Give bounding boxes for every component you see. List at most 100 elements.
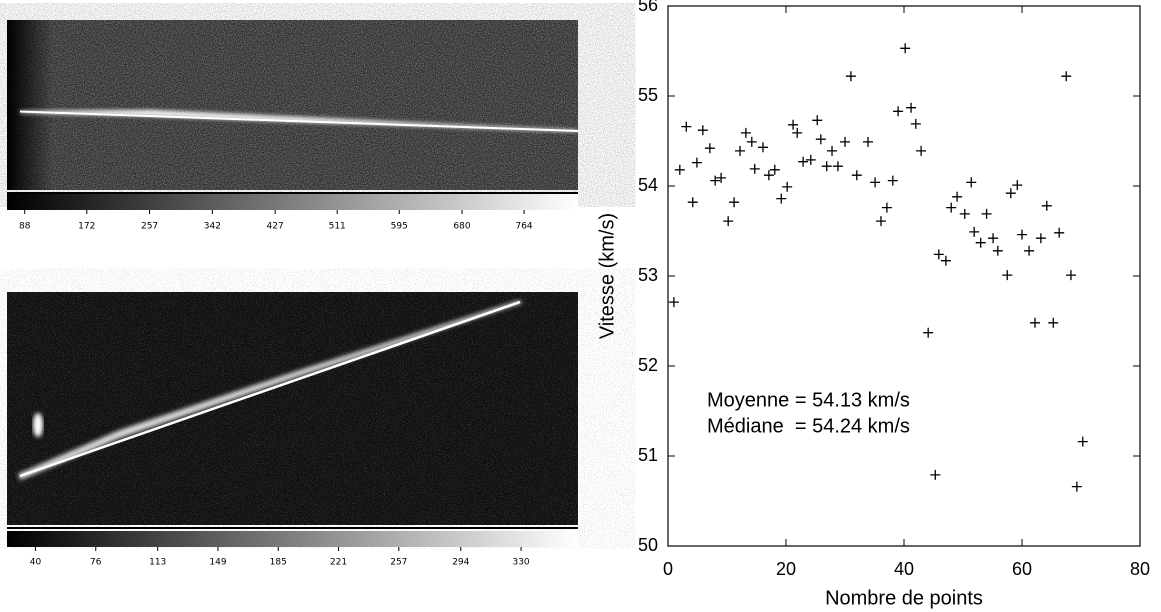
y-tick-label: 52	[638, 355, 658, 375]
point	[798, 156, 809, 167]
y-tick-label: 51	[638, 445, 658, 465]
y-tick-label: 50	[638, 535, 658, 555]
point	[881, 202, 892, 213]
point	[988, 233, 999, 244]
point	[746, 136, 757, 147]
point	[1048, 317, 1059, 328]
point	[966, 177, 977, 188]
point	[975, 237, 986, 248]
x-tick-label: 680	[453, 222, 470, 232]
x-tick-label: 257	[390, 558, 407, 568]
point	[812, 115, 823, 126]
y-tick-label: 54	[638, 175, 658, 195]
x-tick-label: 88	[19, 222, 31, 232]
x-tick-label: 511	[329, 222, 346, 232]
point	[952, 191, 963, 202]
x-tick-label: 764	[515, 222, 532, 232]
point	[687, 197, 698, 208]
x-tick-label: 294	[452, 558, 469, 568]
point	[910, 118, 921, 129]
x-tick-label: 0	[663, 559, 673, 579]
point	[674, 164, 685, 175]
point	[1012, 180, 1023, 191]
point	[946, 202, 957, 213]
x-tick-label: 595	[391, 222, 408, 232]
annotation: Moyenne = 54.13 km/s	[707, 389, 910, 411]
x-tick-label: 172	[78, 222, 95, 232]
point	[697, 125, 708, 136]
point	[815, 134, 826, 145]
point	[851, 170, 862, 181]
point	[832, 161, 843, 172]
point	[734, 145, 745, 156]
point	[681, 121, 692, 132]
y-tick-label: 56	[638, 0, 658, 15]
point	[716, 172, 727, 183]
point	[729, 197, 740, 208]
point	[668, 297, 679, 308]
point	[740, 127, 751, 138]
point	[930, 469, 941, 480]
point	[792, 127, 803, 138]
point	[827, 145, 838, 156]
point	[1071, 481, 1082, 492]
x-tick-label: 185	[270, 558, 287, 568]
y-tick-label: 53	[638, 265, 658, 285]
point	[916, 145, 927, 156]
point	[840, 136, 850, 147]
y-tick-label: 55	[638, 85, 658, 105]
point	[933, 249, 944, 260]
x-tick-label: 427	[267, 222, 284, 232]
point	[1035, 233, 1046, 244]
point	[1061, 71, 1072, 82]
annotation: Médiane = 54.24 km/s	[707, 415, 910, 437]
point	[691, 157, 702, 168]
point	[1002, 270, 1013, 281]
point	[893, 106, 904, 117]
point	[981, 208, 992, 219]
x-axis-label: Nombre de points	[825, 587, 983, 609]
point	[1029, 317, 1040, 328]
x-tick-label: 113	[149, 558, 166, 568]
x-tick-label: 40	[30, 558, 42, 568]
point	[769, 164, 780, 175]
point	[723, 216, 734, 227]
point	[821, 161, 832, 172]
point	[940, 255, 951, 266]
point	[863, 136, 874, 147]
point	[757, 142, 768, 153]
x-tick-label: 80	[1130, 559, 1150, 579]
plot-frame	[667, 5, 1141, 547]
point	[923, 327, 934, 338]
y-axis-label: Vitesse (km/s)	[596, 213, 618, 339]
point	[749, 163, 760, 174]
colorbar	[7, 531, 578, 547]
point	[1065, 270, 1076, 281]
point	[959, 208, 970, 219]
point	[875, 216, 886, 227]
x-tick-label: 221	[330, 558, 347, 568]
point	[1077, 436, 1088, 447]
x-tick-label: 40	[894, 559, 914, 579]
point	[845, 71, 856, 82]
point	[969, 226, 980, 237]
point	[710, 175, 721, 186]
point	[1005, 188, 1016, 199]
point	[900, 43, 911, 54]
meteor-image-top	[7, 20, 579, 194]
point	[1054, 227, 1065, 238]
point	[870, 177, 881, 188]
point	[1041, 200, 1052, 211]
point	[763, 170, 774, 181]
x-tick-label: 330	[512, 558, 529, 568]
point	[788, 119, 799, 130]
x-tick-label: 257	[141, 222, 158, 232]
point	[906, 102, 917, 113]
x-tick-label: 149	[209, 558, 226, 568]
x-tick-label: 20	[776, 559, 796, 579]
x-tick-label: 76	[90, 558, 102, 568]
point	[805, 154, 816, 165]
point	[776, 193, 787, 204]
point	[704, 143, 715, 154]
